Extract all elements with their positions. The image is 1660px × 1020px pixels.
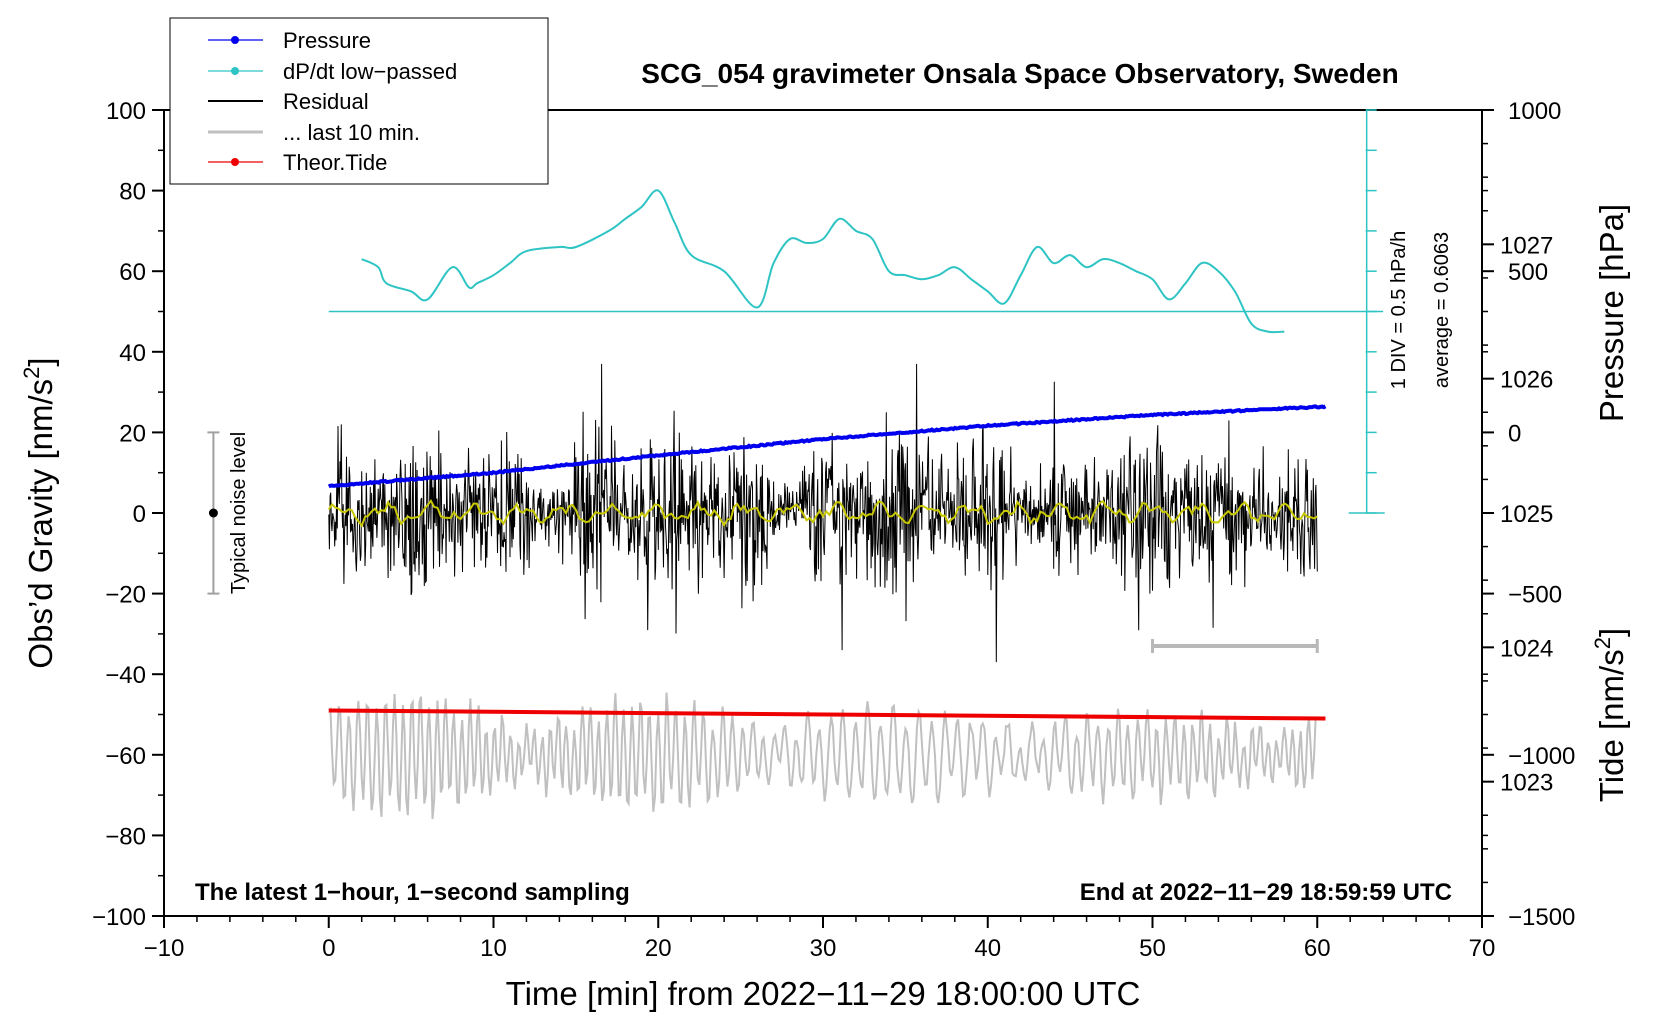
pressure-tick-label: 1025 (1500, 501, 1553, 528)
y-tick-label: −40 (105, 662, 146, 689)
y-tick-label: 80 (119, 179, 146, 206)
x-tick-label: 70 (1469, 935, 1496, 962)
tide-tick-label: 1000 (1508, 98, 1561, 125)
dpdt-average-label: average = 0.6063 (1431, 232, 1453, 388)
y-axis-label-tide: Tide [nm/s2] (1590, 628, 1630, 802)
noise-bar-center-dot (208, 508, 218, 518)
y-axis-label-pressure: Pressure [hPa] (1593, 204, 1630, 422)
y-tick-label: −60 (105, 743, 146, 770)
footer-left-label: The latest 1−hour, 1−second sampling (195, 879, 630, 906)
axis-ticks: −10 0 10 20 30 40 50 60 70−100−80−60−40−20020406… (92, 98, 1575, 962)
x-tick-label: 40 (974, 935, 1001, 962)
x-tick-label: 50 (1139, 935, 1166, 962)
x-tick-label: 20 (645, 935, 672, 962)
tide-tick-label: −1500 (1508, 904, 1575, 931)
legend-label-pressure: Pressure (283, 28, 371, 53)
legend-marker-dpdt (231, 67, 239, 75)
y-tick-label: 100 (106, 98, 146, 125)
tide-tick-label: 0 (1508, 420, 1521, 447)
tide-tick-label: −1000 (1508, 743, 1575, 770)
smoothed-layer (327, 498, 1318, 528)
tide-line (328, 708, 1326, 721)
legend-label-last10: ... last 10 min. (283, 120, 420, 145)
x-axis-label: Time [min] from 2022−11−29 18:00:00 UTC (506, 975, 1141, 1012)
y-tick-label: −20 (105, 582, 146, 609)
dpdt-line (361, 189, 1285, 334)
noise-level-label: Typical noise level (228, 432, 250, 594)
legend-label-dpdt: dP/dt low−passed (283, 59, 457, 84)
x-tick-label: −10 (144, 935, 185, 962)
y-tick-label: 60 (119, 259, 146, 286)
annotation-layer (207, 431, 1319, 653)
pressure-tick-label: 1024 (1500, 635, 1553, 662)
pressure-tick-label: 1027 (1500, 232, 1553, 259)
tide-tick-label: 500 (1508, 259, 1548, 286)
residual-line (328, 363, 1318, 663)
tide-layer (328, 708, 1326, 721)
last10-layer (328, 692, 1319, 820)
last10-line (328, 692, 1319, 820)
pressure-layer (327, 404, 1327, 489)
x-tick-label: 0 (322, 935, 335, 962)
tide-tick-label: −500 (1508, 582, 1562, 609)
x-tick-label: 30 (810, 935, 837, 962)
chart-title: SCG_054 gravimeter Onsala Space Observat… (641, 58, 1398, 89)
legend-marker-tide (231, 158, 239, 166)
legend-label-tide: Theor.Tide (283, 150, 387, 175)
y-axis-label-left: Obs’d Gravity [nm/s2] (19, 357, 59, 668)
y-tick-label: 20 (119, 420, 146, 447)
y-tick-label: −100 (92, 904, 146, 931)
legend: Pressure dP/dt low−passed Residual ... l… (169, 17, 549, 185)
y-tick-label: −80 (105, 823, 146, 850)
legend-marker-pressure (231, 36, 239, 44)
x-tick-label: 10 (480, 935, 507, 962)
dpdt-layer (328, 189, 1384, 334)
legend-label-residual: Residual (283, 89, 369, 114)
x-tick-label: 60 (1304, 935, 1331, 962)
pressure-line (327, 404, 1327, 489)
residual-layer (328, 363, 1318, 663)
pressure-tick-label: 1026 (1500, 367, 1553, 394)
y-tick-label: 0 (133, 501, 146, 528)
residual-smoothed-line (327, 498, 1318, 528)
pressure-tick-label: 1023 (1500, 770, 1553, 797)
y-tick-label: 40 (119, 340, 146, 367)
footer-right-label: End at 2022−11−29 18:59:59 UTC (1080, 879, 1452, 906)
dpdt-scale-label: 1 DIV = 0.5 hPa/h (1388, 231, 1410, 389)
